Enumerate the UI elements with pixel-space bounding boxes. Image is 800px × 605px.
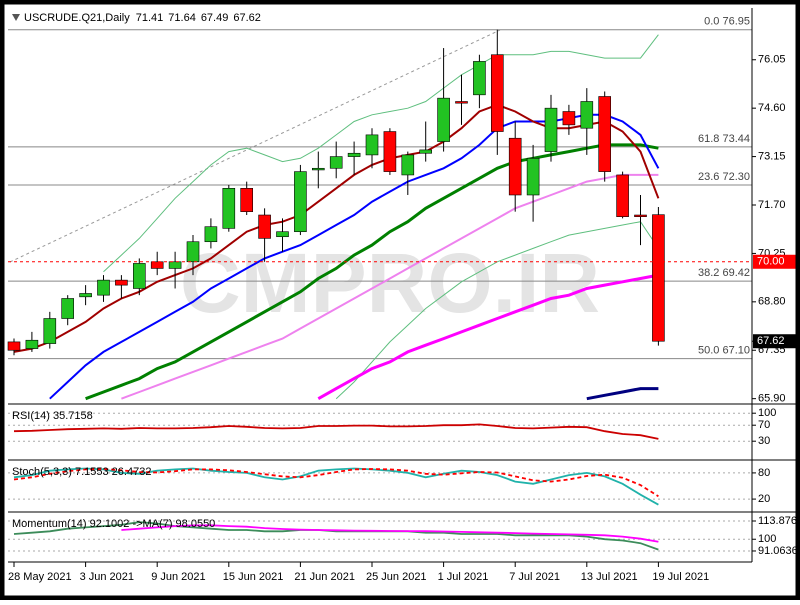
header-value: 67.49 [201, 12, 229, 24]
series-line [586, 387, 659, 401]
candle-body [222, 188, 236, 229]
candle-body [240, 188, 253, 212]
candle-body [168, 261, 182, 269]
y-tick-label: 113.876 [758, 515, 797, 527]
symbol-icon [12, 14, 20, 21]
y-tick-label: 100 [758, 407, 776, 419]
candle-body [419, 149, 433, 154]
series-line [103, 34, 659, 273]
x-tick-label: 1 Jul 2021 [438, 571, 489, 583]
candle-body [544, 107, 558, 152]
candle-body [204, 226, 218, 243]
candle-body [43, 318, 57, 344]
x-tick-label: 21 Jun 2021 [294, 571, 355, 583]
y-tick-label: 30 [758, 435, 770, 447]
candle-body [79, 293, 92, 298]
candle-body [562, 111, 576, 126]
candle-body [276, 231, 289, 238]
watermark: CMPRO.IR [180, 236, 600, 330]
x-tick-label: 19 Jul 2021 [652, 571, 709, 583]
price-marker-box [753, 254, 799, 269]
candle-body [652, 214, 665, 342]
chart-title: USCRUDE.Q21,Daily [24, 12, 130, 24]
x-tick-label: 7 Jul 2021 [509, 571, 560, 583]
price-marker-label: 70.00 [757, 256, 785, 268]
price-marker-label: 67.62 [757, 335, 785, 347]
trend-channel [9, 29, 501, 263]
series-line [13, 468, 659, 498]
level-label: 61.8 73.44 [698, 133, 750, 145]
candle-body [347, 152, 361, 157]
header-value: 71.64 [168, 12, 196, 24]
y-tick-label: 76.05 [758, 54, 786, 66]
candle-body [25, 339, 39, 349]
x-tick-label: 25 Jun 2021 [366, 571, 427, 583]
y-tick-label: 74.60 [758, 102, 786, 114]
candle-body [616, 174, 629, 217]
series-line [335, 221, 659, 400]
candle-body [329, 156, 343, 169]
candle-body [365, 134, 379, 156]
level-label: 0.0 76.95 [704, 16, 750, 28]
x-tick-label: 15 Jun 2021 [223, 571, 284, 583]
candle-body [383, 131, 397, 172]
candle-body [150, 261, 164, 269]
level-label: 38.2 69.42 [698, 267, 750, 279]
header-value: 67.62 [233, 12, 261, 24]
series-line [317, 273, 659, 401]
price-marker-box [753, 334, 799, 349]
candle-body [61, 298, 75, 319]
candle-body [97, 279, 110, 296]
series-line [13, 467, 659, 506]
candle-body [508, 137, 522, 196]
y-tick-label: 80 [758, 467, 770, 479]
plot-layer: USCRUDE.Q21,Daily 71.41 71.64 67.49 67.62 76.… [7, 12, 799, 583]
y-tick-label: 20 [758, 493, 770, 505]
level-label: 50.0 67.10 [698, 344, 750, 356]
level-label: 23.6 72.30 [698, 171, 750, 183]
y-tick-label: 73.15 [758, 150, 786, 162]
candle-body [115, 279, 128, 286]
candle-body [580, 101, 594, 129]
y-tick-label: 68.80 [758, 296, 786, 308]
candle-body [311, 167, 325, 171]
series-line [121, 524, 659, 543]
x-tick-label: 3 Jun 2021 [80, 571, 134, 583]
candle-body [634, 214, 647, 217]
candle-body [455, 101, 468, 104]
candle-body [7, 341, 21, 351]
series-line [13, 521, 659, 551]
background-layer: CMPRO.IR [180, 236, 600, 330]
candle-body [598, 96, 612, 172]
y-tick-label: 100 [758, 533, 776, 545]
x-tick-label: 28 May 2021 [8, 571, 72, 583]
y-tick-label: 70 [758, 419, 770, 431]
candle-body [133, 263, 146, 289]
series-line [13, 423, 659, 440]
candle-body [186, 241, 200, 263]
y-tick-label: 65.90 [758, 393, 786, 405]
series-line [121, 173, 659, 400]
y-tick-label: 91.0636 [758, 545, 798, 557]
indicator-title: RSI(14) 35.7158 [12, 410, 93, 422]
candle-body [294, 171, 307, 233]
candle-body [473, 61, 486, 96]
header-value: 71.41 [136, 12, 164, 24]
x-tick-label: 13 Jul 2021 [581, 571, 638, 583]
indicator-title: Momentum(14) 92.1002 ->MA(7) 98.0550 [12, 518, 215, 530]
x-tick-label: 9 Jun 2021 [151, 571, 205, 583]
candle-body [437, 97, 450, 142]
candle-body [490, 54, 504, 132]
candle-body [526, 157, 540, 196]
candle-body [401, 154, 415, 176]
y-tick-label: 71.70 [758, 199, 786, 211]
candle-body [258, 214, 271, 239]
indicator-title: Stoch(5,3,3) 7.1553 26.4732 [12, 466, 151, 478]
series-line [85, 143, 659, 401]
